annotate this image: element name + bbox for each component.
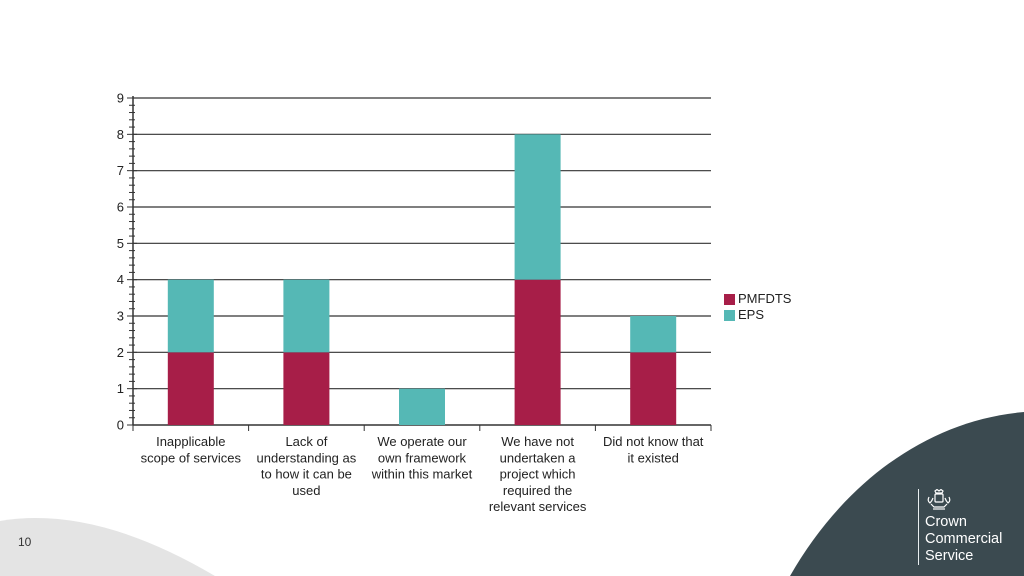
royal-crest-icon [927,489,951,510]
category-label-line: undertaken a [500,450,577,465]
bar-eps [167,279,214,353]
bar-pmfdts [283,352,330,425]
legend: PMFDTS EPS [724,291,791,323]
logo-text: Crown Commercial Service [925,514,1002,565]
category-label-line: project which [500,467,576,482]
y-tick-label: 5 [117,236,124,251]
category-label-line: understanding as [257,450,357,465]
category-label-line: used [292,483,320,498]
legend-label-pmfdts: PMFDTS [738,291,792,306]
category-label-line: relevant services [489,499,587,514]
category-label-line: within this market [371,467,473,482]
page-number: 10 [18,535,32,549]
legend-item-eps: EPS [724,307,791,323]
y-tick-label: 4 [117,272,124,287]
legend-label-eps: EPS [738,307,765,322]
category-label-line: scope of services [141,450,242,465]
category-label-line: Inapplicable [156,434,225,449]
bar-pmfdts [167,352,214,425]
category-label-line: We have not [501,434,574,449]
category-label-line: We operate our [377,434,467,449]
category-label-line: to how it can be [261,467,352,482]
category-label-line: Did not know that [603,434,704,449]
y-tick-label: 9 [117,91,124,106]
bar-eps [514,134,561,280]
category-label-line: own framework [378,450,467,465]
category-label-line: Lack of [285,434,327,449]
y-tick-label: 0 [117,418,124,433]
gridlines [133,97,711,426]
category-label: We operate our own framework within this m… [371,434,473,482]
category-label-line: required the [503,483,572,498]
logo-line-crown: Crown [925,514,967,530]
category-label-line: it existed [628,450,679,465]
bar-eps [399,388,445,425]
category-label: Did not know that it existed [603,434,704,465]
bar-eps [630,316,677,353]
y-axis: 0 1 2 3 4 5 6 7 8 9 [117,91,712,433]
logo-divider [918,489,919,565]
category-label: We have not undertaken a project which requ… [489,434,587,514]
category-label: Lack of understanding as to how it can be u… [257,434,357,498]
y-tick-label: 2 [117,345,124,360]
y-tick-label: 3 [117,309,124,324]
y-tick-label: 1 [117,381,124,396]
y-tick-label: 8 [117,127,124,142]
legend-swatch-pmfdts [724,293,735,305]
legend-item-pmfdts: PMFDTS [724,291,791,307]
grey-corner-shape [0,518,215,576]
y-tick-label: 7 [117,163,124,178]
bars [167,134,677,425]
bar-pmfdts [630,352,677,425]
dark-corner-shape [790,412,1024,576]
legend-swatch-eps [724,309,735,321]
logo-line-commercial: Commercial [925,531,1003,547]
category-label: Inapplicable scope of services [141,434,242,465]
bar-pmfdts [514,279,561,425]
logo-line-service: Service [925,548,974,564]
y-tick-label: 6 [117,200,124,215]
crown-commercial-service-logo: Crown Commercial Service [918,489,1018,569]
bar-eps [283,279,330,353]
